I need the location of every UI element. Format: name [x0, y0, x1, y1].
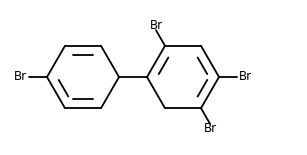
Text: Br: Br: [14, 71, 27, 84]
Text: Br: Br: [204, 122, 216, 135]
Text: Br: Br: [150, 19, 163, 32]
Text: Br: Br: [239, 71, 252, 84]
